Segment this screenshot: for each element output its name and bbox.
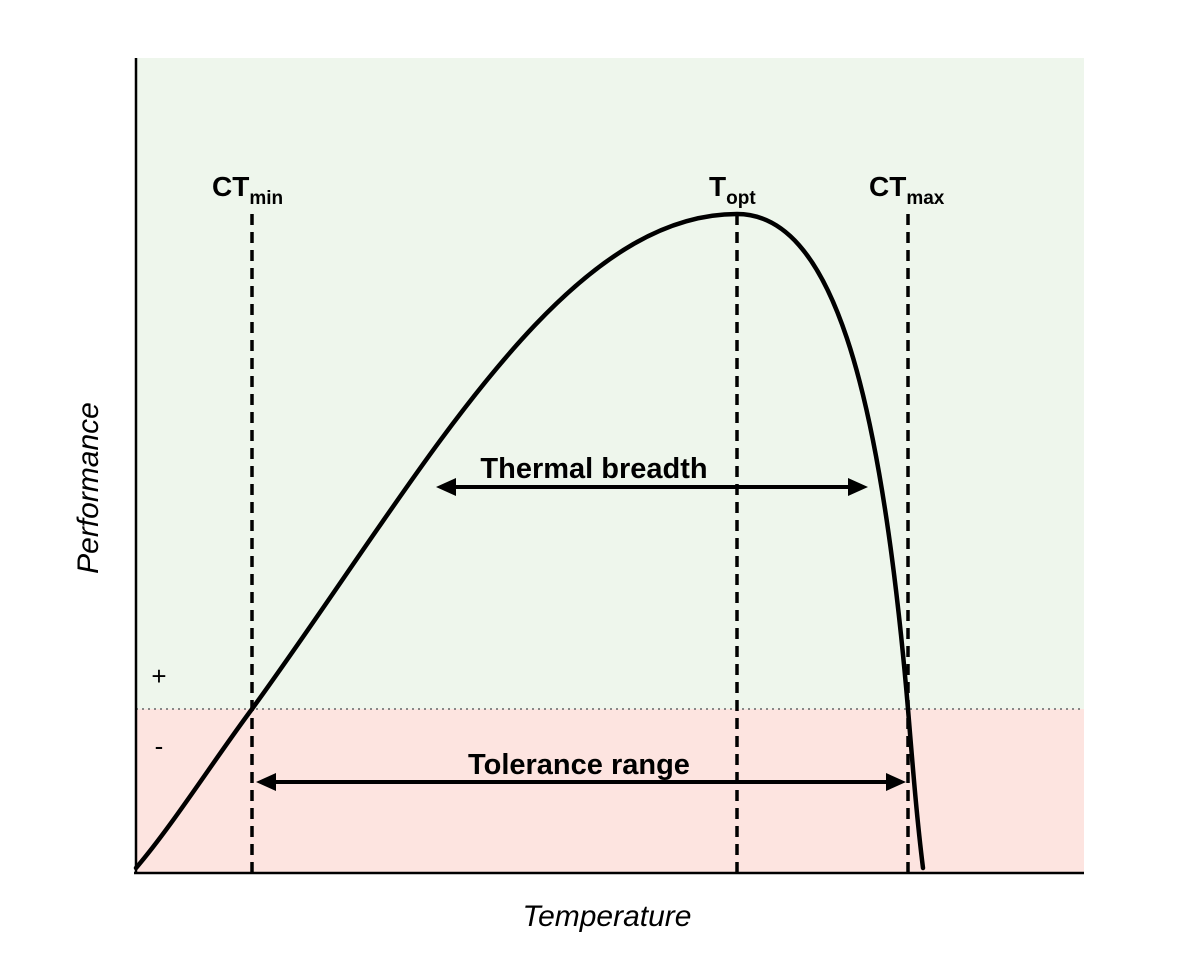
- x-axis-title: Temperature: [523, 900, 692, 933]
- performance-curve: [133, 211, 926, 871]
- positive-performance-region: [136, 58, 1084, 709]
- t-opt-label: Topt: [709, 171, 756, 209]
- negative-performance-region: [136, 709, 1084, 873]
- negative-sign: -: [155, 731, 164, 761]
- ct-min-label: CTmin: [212, 171, 283, 209]
- tolerance-range-arrow: [256, 773, 906, 791]
- thermal-breadth-label: Thermal breadth: [480, 453, 707, 485]
- tolerance-range-label: Tolerance range: [468, 749, 690, 781]
- y-axis-title: Performance: [72, 402, 105, 574]
- thermal-breadth-arrow: [436, 478, 868, 496]
- positive-sign: +: [151, 661, 166, 691]
- ct-max-label: CTmax: [869, 171, 945, 209]
